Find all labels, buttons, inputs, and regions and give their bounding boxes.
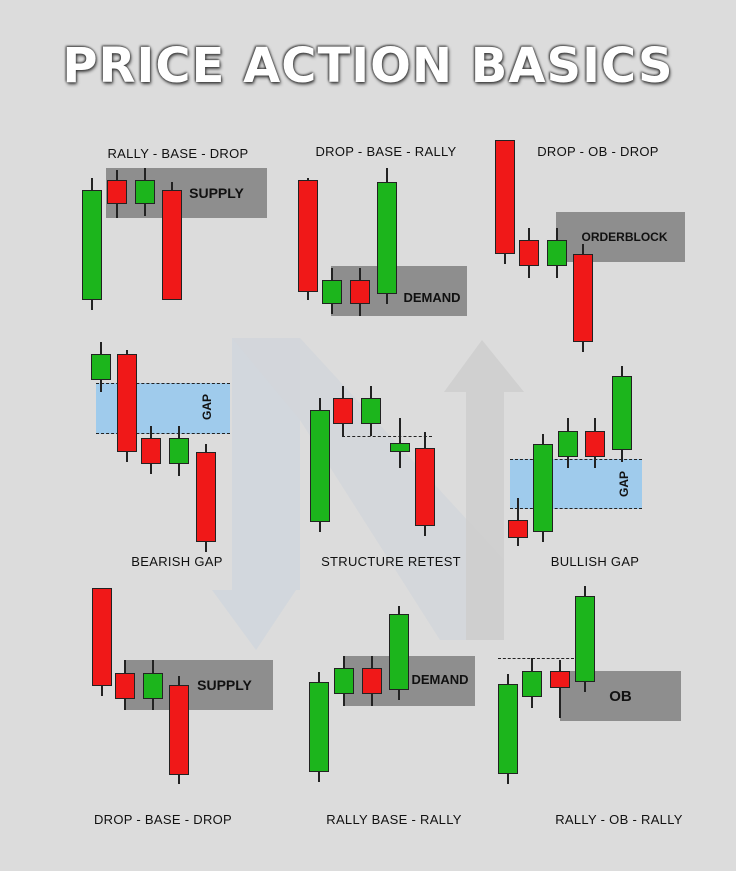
down-arrow-shape <box>212 338 300 650</box>
panel-label-rally-base-rally: RALLY BASE - RALLY <box>326 812 462 827</box>
gap-label: GAP <box>617 470 632 498</box>
zone-label: OB <box>609 687 632 705</box>
panel-label-drop-base-drop: DROP - BASE - DROP <box>93 812 233 827</box>
zone-label: SUPPLY <box>197 677 252 693</box>
gap-zone <box>510 459 642 509</box>
page-title: PRICE ACTION BASICS <box>62 38 674 94</box>
panel-label-drop-base-rally: DROP - BASE - RALLY <box>315 144 457 159</box>
zone-label: ORDERBLOCK <box>581 230 668 244</box>
diagonal-band-shape <box>232 338 504 640</box>
zone-label: DEMAND <box>403 289 461 305</box>
panel-label-drop-ob-drop: DROP - OB - DROP <box>537 144 659 159</box>
panel-label-rally-base-drop: RALLY - BASE - DROP <box>107 146 249 161</box>
zone-label: DEMAND <box>411 671 469 687</box>
zone-label: SUPPLY <box>189 185 244 201</box>
panel-label-bullish-gap: BULLISH GAP <box>550 554 640 569</box>
orderblock-zone: ORDERBLOCK <box>556 212 685 262</box>
panel-label-structure-retest: STRUCTURE RETEST <box>321 554 461 569</box>
retest-level-line <box>342 436 432 437</box>
supply-zone: SUPPLY <box>106 168 267 218</box>
up-arrow-shape <box>444 340 524 640</box>
panel-label-bearish-gap: BEARISH GAP <box>131 554 223 569</box>
ob-level-line <box>498 658 574 659</box>
panel-label-rally-ob-rally: RALLY - OB - RALLY <box>555 812 683 827</box>
gap-label: GAP <box>200 393 215 421</box>
